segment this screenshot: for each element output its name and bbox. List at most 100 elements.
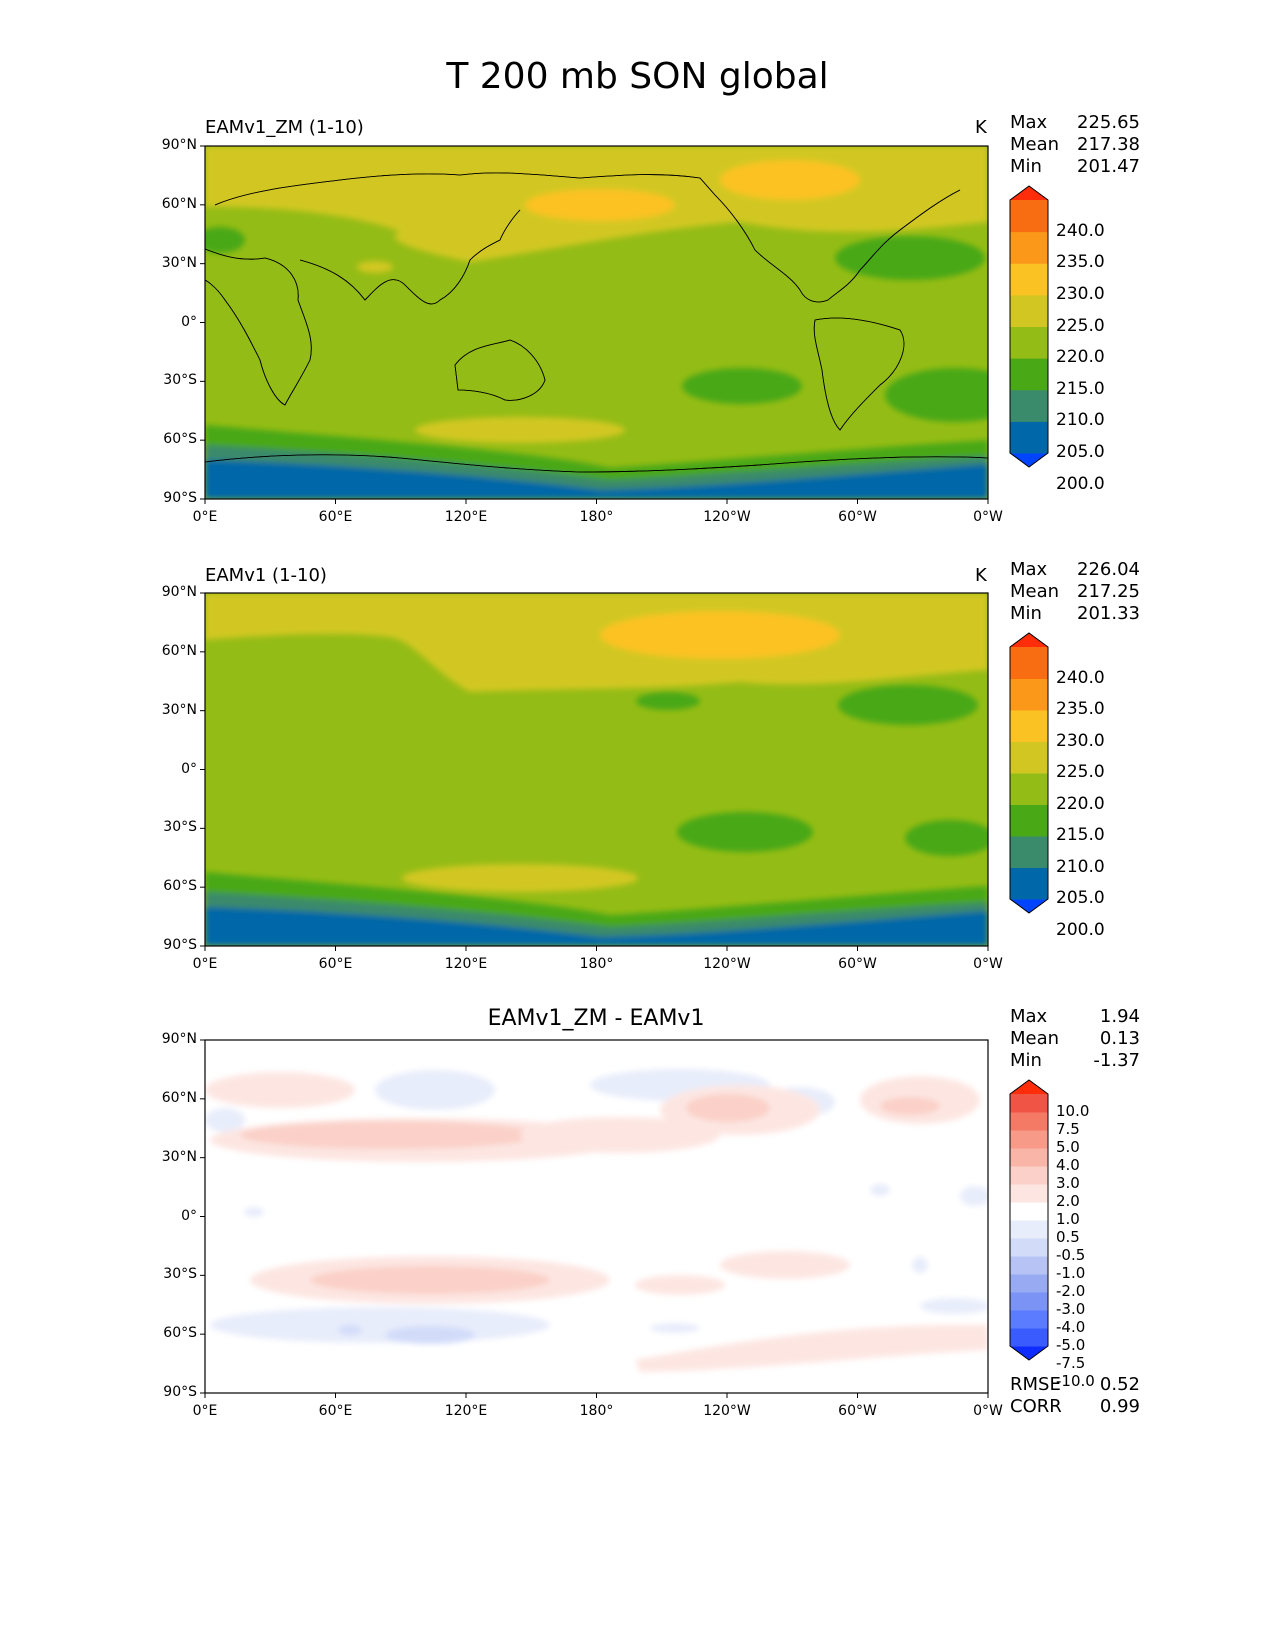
colorbar-segment [1010,804,1048,837]
x-tick-label: 60°E [318,509,353,525]
colorbar-segment [1010,1328,1048,1347]
colorbar-label: -0.5 [1056,1246,1086,1264]
colorbar-label: 220.0 [1056,793,1105,814]
colorbar-label: 200.0 [1056,919,1105,940]
y-tick-label: 0° [181,313,197,330]
colorbar-segment [1010,358,1048,391]
y-tick-label: 60°S [163,431,197,448]
colorbar-label: 235.0 [1056,699,1105,719]
y-tick-label: 90°S [163,1384,197,1400]
colorbar-label: 215.0 [1056,825,1105,845]
panel1-field [205,146,988,499]
y-tick-label: 90°N [161,137,197,153]
colorbar-label: 220.0 [1056,347,1105,368]
panel1-title: EAMv1_ZM (1-10) [205,117,364,138]
x-tick-label: 60°E [318,1403,353,1419]
colorbar-min-extend [1010,1346,1048,1360]
colorbar-segment [1010,773,1048,805]
colorbar-label: -7.5 [1056,1354,1086,1372]
colorbar-label: -2.0 [1056,1282,1086,1300]
colorbar-segment [1010,1184,1048,1203]
colorbar-segment [1010,1148,1048,1167]
colorbar-segment [1010,678,1048,711]
colorbar-label: 10.0 [1056,1102,1090,1120]
colorbar-label: 205.0 [1056,442,1105,462]
x-tick-label: 0°W [973,956,1003,972]
colorbar-segment [1010,647,1048,679]
colorbar-label: 0.5 [1056,1228,1080,1246]
x-tick-label: 120°E [444,1403,488,1419]
x-tick-label: 180° [579,956,614,972]
x-tick-label: 60°W [838,956,877,972]
y-tick-label: 60°S [163,1325,197,1342]
colorbar-segment [1010,1292,1048,1311]
colorbar-label: -3.0 [1056,1300,1086,1318]
colorbar-label: -4.0 [1056,1318,1086,1336]
colorbar-segment [1010,836,1048,868]
colorbar-segment [1010,710,1048,742]
colorbar-segment [1010,867,1048,900]
colorbar-segment [1010,1130,1048,1149]
colorbar-min-extend [1010,899,1048,913]
colorbar-label: 210.0 [1056,410,1105,431]
panel1-stats: Max 225.65 Mean 217.38 Min 201.47 [1010,112,1140,177]
colorbar-segment [1010,231,1048,264]
y-tick-label: 90°N [161,1031,197,1047]
y-tick-label: 30°S [163,372,197,389]
colorbar-segment [1010,1202,1048,1221]
x-tick-label: 60°W [838,1403,877,1419]
colorbar-max-extend [1010,633,1048,647]
colorbar-segment [1010,1256,1048,1275]
colorbar-label: 200.0 [1056,473,1105,494]
colorbar-segment [1010,1220,1048,1239]
colorbar-segment [1010,421,1048,454]
panel2-field [205,593,988,946]
y-tick-label: 90°S [163,937,197,953]
x-tick-label: 120°W [703,509,751,525]
colorbar-label: 7.5 [1056,1120,1080,1138]
y-tick-label: 90°S [163,490,197,506]
y-tick-label: 60°N [161,642,197,659]
panel3-metrics: RMSE 0.52 CORR 0.99 [1010,1374,1140,1417]
figure-title: T 200 mb SON global [446,56,829,97]
panel2-stats: Max 226.04 Mean 217.25 Min 201.33 [1010,559,1140,624]
y-tick-label: 60°S [163,878,197,895]
colorbar-label: -10.0 [1056,1372,1095,1390]
panel2-colorbar [1009,632,1049,914]
x-tick-label: 180° [579,1403,614,1419]
colorbar-min-extend [1010,453,1048,467]
y-tick-label: 30°N [161,254,197,271]
colorbar-label: -5.0 [1056,1336,1086,1354]
colorbar-segment [1010,389,1048,422]
panel2-units: K [975,565,987,586]
x-tick-label: 0°W [973,1403,1003,1419]
x-tick-label: 60°E [318,956,353,972]
panel3-title: EAMv1_ZM - EAMv1 [487,1006,705,1031]
x-tick-label: 0°E [192,509,218,525]
panel2-title: EAMv1 (1-10) [205,565,327,586]
y-tick-label: 30°N [161,1148,197,1165]
colorbar-label: 1.0 [1056,1210,1080,1228]
y-tick-label: 90°N [161,584,197,600]
colorbar-segment [1010,326,1048,359]
colorbar-label: 5.0 [1056,1138,1080,1156]
colorbar-label: 230.0 [1056,730,1105,751]
axis-tick-marks [200,145,989,1398]
colorbar-label: 2.0 [1056,1192,1080,1210]
colorbar-segment [1010,1094,1048,1113]
colorbar-label: 210.0 [1056,856,1105,877]
colorbar-label: 3.0 [1056,1174,1080,1192]
colorbar-label: 240.0 [1056,667,1105,688]
panel1-units: K [975,117,987,138]
colorbar-segment [1010,1310,1048,1329]
y-tick-label: 60°N [161,195,197,212]
colorbar-outline [1009,185,1049,468]
colorbar-segment [1010,1238,1048,1257]
colorbar-label: 240.0 [1056,220,1105,241]
x-tick-label: 0°E [192,1403,218,1419]
colorbar-segment [1010,1112,1048,1131]
colorbar-max-extend [1010,1080,1048,1094]
y-tick-label: 0° [181,1207,197,1224]
x-tick-label: 120°E [444,956,488,972]
colorbar-label: 205.0 [1056,888,1105,908]
